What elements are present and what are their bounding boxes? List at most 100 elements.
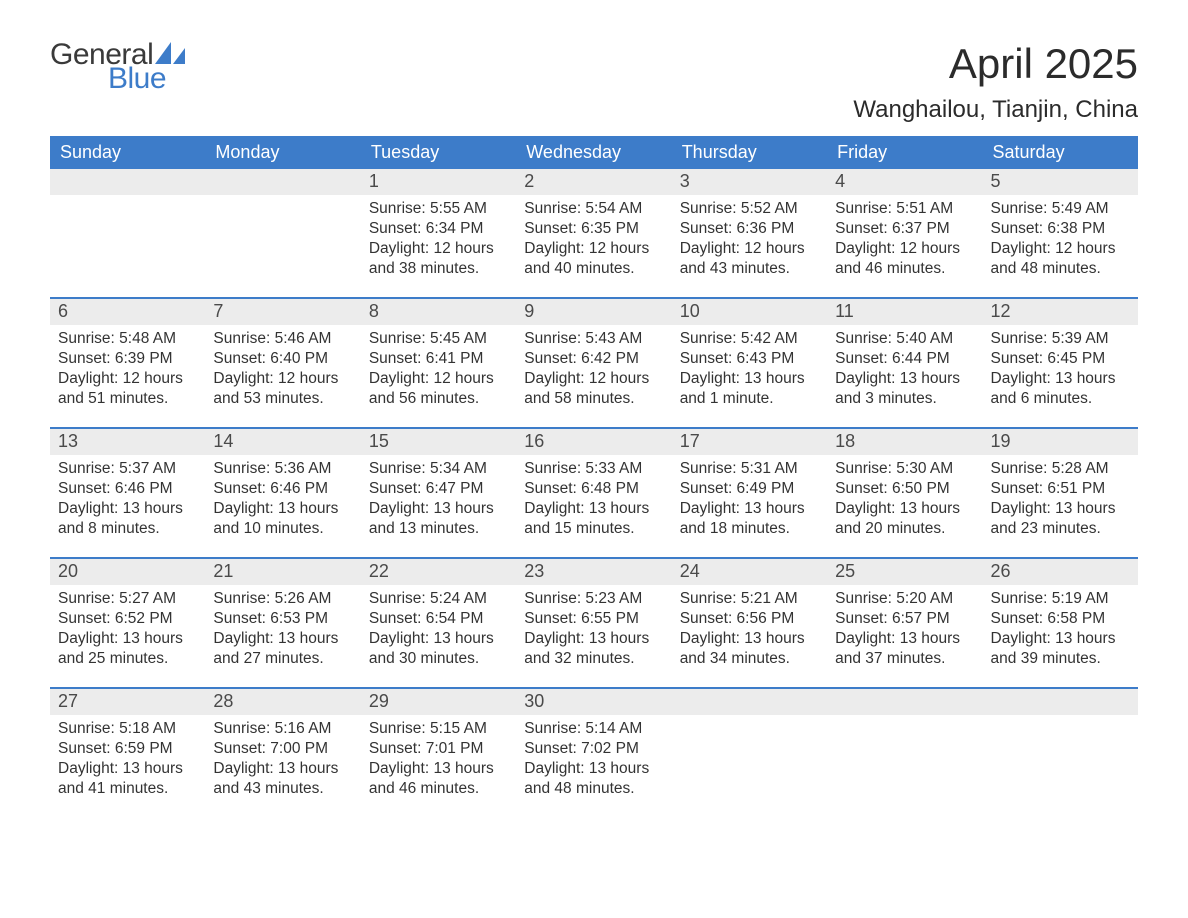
day-body: Sunrise: 5:54 AMSunset: 6:35 PMDaylight:… <box>516 195 671 286</box>
day-body: Sunrise: 5:42 AMSunset: 6:43 PMDaylight:… <box>672 325 827 416</box>
sunrise-line: Sunrise: 5:42 AM <box>680 329 819 349</box>
sunset-line: Sunset: 6:58 PM <box>991 609 1130 629</box>
daylight-line: Daylight: 13 hours and 1 minute. <box>680 369 819 409</box>
day-body: Sunrise: 5:14 AMSunset: 7:02 PMDaylight:… <box>516 715 671 806</box>
sunset-line: Sunset: 6:42 PM <box>524 349 663 369</box>
day-body: Sunrise: 5:20 AMSunset: 6:57 PMDaylight:… <box>827 585 982 676</box>
day-number: 17 <box>672 429 827 455</box>
day-cell: 21Sunrise: 5:26 AMSunset: 6:53 PMDayligh… <box>205 559 360 677</box>
sunrise-line: Sunrise: 5:27 AM <box>58 589 197 609</box>
sunset-line: Sunset: 7:02 PM <box>524 739 663 759</box>
daylight-line: Daylight: 13 hours and 37 minutes. <box>835 629 974 669</box>
day-cell: 16Sunrise: 5:33 AMSunset: 6:48 PMDayligh… <box>516 429 671 547</box>
day-number: 20 <box>50 559 205 585</box>
week-row: 20Sunrise: 5:27 AMSunset: 6:52 PMDayligh… <box>50 557 1138 677</box>
day-body <box>672 715 827 725</box>
week-row: 1Sunrise: 5:55 AMSunset: 6:34 PMDaylight… <box>50 169 1138 287</box>
day-number <box>983 689 1138 715</box>
day-body: Sunrise: 5:16 AMSunset: 7:00 PMDaylight:… <box>205 715 360 806</box>
day-number: 1 <box>361 169 516 195</box>
day-number: 28 <box>205 689 360 715</box>
day-body: Sunrise: 5:26 AMSunset: 6:53 PMDaylight:… <box>205 585 360 676</box>
calendar-grid: Sunday Monday Tuesday Wednesday Thursday… <box>50 136 1138 807</box>
daylight-line: Daylight: 13 hours and 46 minutes. <box>369 759 508 799</box>
daylight-line: Daylight: 12 hours and 46 minutes. <box>835 239 974 279</box>
day-number: 10 <box>672 299 827 325</box>
day-body: Sunrise: 5:49 AMSunset: 6:38 PMDaylight:… <box>983 195 1138 286</box>
day-body: Sunrise: 5:23 AMSunset: 6:55 PMDaylight:… <box>516 585 671 676</box>
day-number: 29 <box>361 689 516 715</box>
weekday-header: Saturday <box>983 136 1138 169</box>
sunrise-line: Sunrise: 5:54 AM <box>524 199 663 219</box>
day-cell: 11Sunrise: 5:40 AMSunset: 6:44 PMDayligh… <box>827 299 982 417</box>
sunset-line: Sunset: 6:53 PM <box>213 609 352 629</box>
daylight-line: Daylight: 13 hours and 10 minutes. <box>213 499 352 539</box>
day-cell: 7Sunrise: 5:46 AMSunset: 6:40 PMDaylight… <box>205 299 360 417</box>
sunrise-line: Sunrise: 5:37 AM <box>58 459 197 479</box>
sunset-line: Sunset: 6:45 PM <box>991 349 1130 369</box>
daylight-line: Daylight: 13 hours and 23 minutes. <box>991 499 1130 539</box>
day-body <box>50 195 205 205</box>
day-number: 24 <box>672 559 827 585</box>
day-body: Sunrise: 5:55 AMSunset: 6:34 PMDaylight:… <box>361 195 516 286</box>
day-number: 22 <box>361 559 516 585</box>
day-body: Sunrise: 5:15 AMSunset: 7:01 PMDaylight:… <box>361 715 516 806</box>
day-body: Sunrise: 5:18 AMSunset: 6:59 PMDaylight:… <box>50 715 205 806</box>
day-cell: 24Sunrise: 5:21 AMSunset: 6:56 PMDayligh… <box>672 559 827 677</box>
day-cell: 14Sunrise: 5:36 AMSunset: 6:46 PMDayligh… <box>205 429 360 547</box>
daylight-line: Daylight: 13 hours and 8 minutes. <box>58 499 197 539</box>
day-body: Sunrise: 5:34 AMSunset: 6:47 PMDaylight:… <box>361 455 516 546</box>
sunrise-line: Sunrise: 5:52 AM <box>680 199 819 219</box>
day-cell: 30Sunrise: 5:14 AMSunset: 7:02 PMDayligh… <box>516 689 671 807</box>
day-cell: 4Sunrise: 5:51 AMSunset: 6:37 PMDaylight… <box>827 169 982 287</box>
day-cell: 13Sunrise: 5:37 AMSunset: 6:46 PMDayligh… <box>50 429 205 547</box>
day-number: 12 <box>983 299 1138 325</box>
daylight-line: Daylight: 13 hours and 13 minutes. <box>369 499 508 539</box>
sunrise-line: Sunrise: 5:55 AM <box>369 199 508 219</box>
daylight-line: Daylight: 12 hours and 40 minutes. <box>524 239 663 279</box>
day-number: 11 <box>827 299 982 325</box>
day-number: 9 <box>516 299 671 325</box>
weekday-header: Thursday <box>672 136 827 169</box>
day-body: Sunrise: 5:40 AMSunset: 6:44 PMDaylight:… <box>827 325 982 416</box>
weekday-header: Wednesday <box>516 136 671 169</box>
daylight-line: Daylight: 12 hours and 56 minutes. <box>369 369 508 409</box>
day-number: 16 <box>516 429 671 455</box>
daylight-line: Daylight: 13 hours and 34 minutes. <box>680 629 819 669</box>
day-number: 18 <box>827 429 982 455</box>
sunset-line: Sunset: 6:35 PM <box>524 219 663 239</box>
day-body: Sunrise: 5:19 AMSunset: 6:58 PMDaylight:… <box>983 585 1138 676</box>
day-cell: 23Sunrise: 5:23 AMSunset: 6:55 PMDayligh… <box>516 559 671 677</box>
day-number: 15 <box>361 429 516 455</box>
sunset-line: Sunset: 6:46 PM <box>213 479 352 499</box>
day-cell: 10Sunrise: 5:42 AMSunset: 6:43 PMDayligh… <box>672 299 827 417</box>
day-number: 7 <box>205 299 360 325</box>
daylight-line: Daylight: 13 hours and 32 minutes. <box>524 629 663 669</box>
day-cell: 2Sunrise: 5:54 AMSunset: 6:35 PMDaylight… <box>516 169 671 287</box>
day-body: Sunrise: 5:24 AMSunset: 6:54 PMDaylight:… <box>361 585 516 676</box>
sunset-line: Sunset: 7:00 PM <box>213 739 352 759</box>
day-body <box>827 715 982 725</box>
day-cell: 8Sunrise: 5:45 AMSunset: 6:41 PMDaylight… <box>361 299 516 417</box>
weekday-header: Sunday <box>50 136 205 169</box>
day-cell: 20Sunrise: 5:27 AMSunset: 6:52 PMDayligh… <box>50 559 205 677</box>
day-body <box>205 195 360 205</box>
day-cell <box>205 169 360 287</box>
sunset-line: Sunset: 6:39 PM <box>58 349 197 369</box>
day-body: Sunrise: 5:39 AMSunset: 6:45 PMDaylight:… <box>983 325 1138 416</box>
sunrise-line: Sunrise: 5:49 AM <box>991 199 1130 219</box>
sunset-line: Sunset: 6:55 PM <box>524 609 663 629</box>
day-body: Sunrise: 5:52 AMSunset: 6:36 PMDaylight:… <box>672 195 827 286</box>
sunrise-line: Sunrise: 5:34 AM <box>369 459 508 479</box>
daylight-line: Daylight: 12 hours and 53 minutes. <box>213 369 352 409</box>
sunset-line: Sunset: 6:38 PM <box>991 219 1130 239</box>
day-cell: 28Sunrise: 5:16 AMSunset: 7:00 PMDayligh… <box>205 689 360 807</box>
day-body: Sunrise: 5:51 AMSunset: 6:37 PMDaylight:… <box>827 195 982 286</box>
sunrise-line: Sunrise: 5:20 AM <box>835 589 974 609</box>
day-number: 14 <box>205 429 360 455</box>
sunrise-line: Sunrise: 5:24 AM <box>369 589 508 609</box>
daylight-line: Daylight: 13 hours and 25 minutes. <box>58 629 197 669</box>
day-number <box>827 689 982 715</box>
sunset-line: Sunset: 6:40 PM <box>213 349 352 369</box>
day-cell: 22Sunrise: 5:24 AMSunset: 6:54 PMDayligh… <box>361 559 516 677</box>
